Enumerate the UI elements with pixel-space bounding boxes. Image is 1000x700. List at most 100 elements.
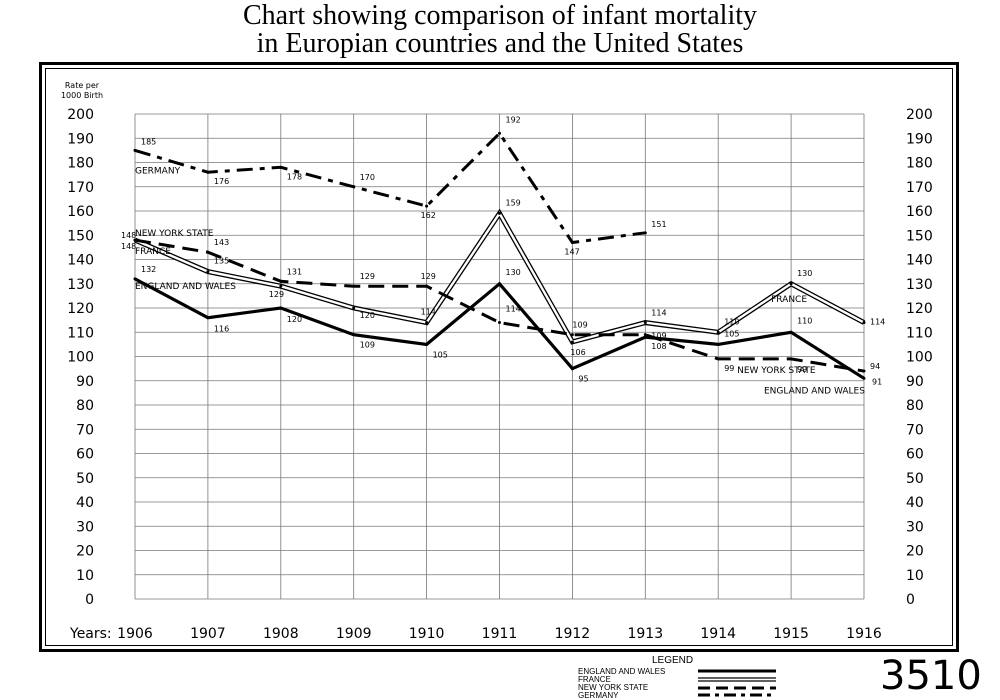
data-label-france: 135: [214, 257, 229, 266]
data-point-england-and-wales: [862, 376, 866, 380]
data-point-france: [643, 321, 647, 325]
data-label-germany: 176: [214, 177, 229, 186]
series-label-germany: GERMANY: [135, 166, 181, 176]
y-tick-label-left: 50: [76, 471, 94, 487]
data-point-england-and-wales: [133, 277, 137, 281]
x-tick-label: 1908: [263, 626, 299, 642]
data-label-new-york-state: 148: [121, 242, 136, 251]
data-label-france: 110: [724, 317, 739, 326]
series-label-france: FRANCE: [771, 295, 807, 305]
chart-title-line-1: Chart showing comparison of infant morta…: [242, 0, 758, 31]
x-tick-label: 1913: [627, 626, 663, 642]
y-tick-label-right: 70: [906, 422, 924, 438]
data-point-new-york-state: [716, 357, 720, 361]
y-tick-label-right: 0: [906, 592, 915, 608]
y-tick-label-right: 60: [906, 447, 924, 463]
y-tick-label-left: 190: [67, 131, 94, 147]
data-point-england-and-wales: [570, 367, 574, 371]
data-label-france: 114: [870, 318, 885, 327]
data-label-new-york-state: 109: [651, 332, 666, 341]
y-tick-label-right: 40: [906, 495, 924, 511]
chart-title-line-2: in Europian countries and the United Sta…: [256, 28, 744, 59]
data-point-france: [352, 306, 356, 310]
data-label-france: 120: [360, 311, 375, 320]
data-label-france: 106: [570, 348, 585, 357]
y-tick-label-left: 20: [76, 544, 94, 560]
y-tick-label-right: 120: [906, 301, 933, 317]
y-tick-label-right: 100: [906, 350, 933, 366]
data-point-germany: [352, 185, 356, 189]
data-point-germany: [133, 148, 137, 152]
data-label-germany: 147: [564, 248, 579, 257]
y-tick-label-right: 50: [906, 471, 924, 487]
x-tick-label: 1914: [700, 626, 736, 642]
y-tick-label-left: 10: [76, 568, 94, 584]
y-tick-label-left: 100: [67, 350, 94, 366]
data-label-england-and-wales: 105: [724, 329, 739, 338]
data-point-germany: [206, 170, 210, 174]
data-label-new-york-state: 94: [870, 362, 880, 371]
legend-swatches: [698, 669, 776, 697]
y-tick-label-left: 120: [67, 301, 94, 317]
data-point-england-and-wales: [206, 316, 210, 320]
data-label-germany: 162: [421, 211, 436, 220]
y-tick-label-right: 170: [906, 180, 933, 196]
data-point-france: [206, 270, 210, 274]
y-tick-label-right: 190: [906, 131, 933, 147]
x-tick-label: 1910: [409, 626, 445, 642]
y-tick-label-left: 40: [76, 495, 94, 511]
data-label-new-york-state: 129: [360, 272, 375, 281]
y-tick-label-right: 80: [906, 398, 924, 414]
data-point-germany: [643, 231, 647, 235]
data-label-new-york-state: 109: [572, 321, 587, 330]
data-point-new-york-state: [643, 333, 647, 337]
y-tick-label-right: 110: [906, 325, 933, 341]
y-tick-label-right: 90: [906, 374, 924, 390]
data-label-england-and-wales: 132: [141, 265, 156, 274]
data-label-new-york-state: 114: [506, 305, 521, 314]
series-label-england-and-wales: ENGLAND AND WALES: [135, 282, 236, 292]
y-tick-label-right: 200: [906, 107, 933, 123]
data-label-france: 114: [651, 309, 666, 318]
y-tick-label-right: 130: [906, 277, 933, 293]
data-label-england-and-wales: 130: [506, 268, 521, 277]
y-tick-label-right: 150: [906, 228, 933, 244]
data-point-germany: [570, 241, 574, 245]
y-tick-label-left: 60: [76, 447, 94, 463]
data-point-new-york-state: [789, 357, 793, 361]
data-label-england-and-wales: 108: [651, 342, 666, 351]
data-point-england-and-wales: [498, 282, 501, 286]
data-label-new-york-state: 131: [287, 267, 302, 276]
y-tick-label-left: 140: [67, 253, 94, 269]
y-tick-label-left: 200: [67, 107, 94, 123]
data-point-france: [279, 284, 283, 288]
data-label-england-and-wales: 109: [360, 341, 375, 350]
y-tick-label-right: 180: [906, 156, 933, 172]
data-label-new-york-state: 99: [724, 364, 734, 373]
data-label-england-and-wales: 95: [578, 375, 588, 384]
legend-label-france: FRANCE: [578, 675, 611, 684]
y-tick-label-left: 0: [85, 592, 94, 608]
data-point-new-york-state: [570, 333, 574, 337]
data-point-england-and-wales: [352, 333, 356, 337]
x-tick-label: 1907: [190, 626, 226, 642]
series-label-france: FRANCE: [135, 247, 171, 257]
data-point-england-and-wales: [643, 335, 647, 339]
data-label-germany: 192: [506, 115, 521, 124]
data-point-england-and-wales: [716, 342, 720, 346]
data-point-new-york-state: [425, 284, 429, 288]
y-tick-label-left: 180: [67, 156, 94, 172]
series-label-new-york-state: NEW YORK STATE: [135, 229, 214, 239]
y-tick-label-left: 70: [76, 422, 94, 438]
x-tick-label: 1911: [482, 626, 518, 642]
data-point-new-york-state: [352, 284, 356, 288]
data-point-new-york-state: [279, 279, 283, 283]
data-label-england-and-wales: 110: [797, 316, 812, 325]
series-label-new-york-state: NEW YORK STATE: [737, 366, 816, 376]
series-label-england-and-wales: ENGLAND AND WALES: [764, 386, 865, 396]
data-label-france: 129: [269, 290, 284, 299]
data-label-germany: 178: [287, 172, 302, 181]
data-label-england-and-wales: 105: [433, 350, 448, 359]
y-tick-label-left: 110: [67, 325, 94, 341]
y-tick-label-right: 160: [906, 204, 933, 220]
